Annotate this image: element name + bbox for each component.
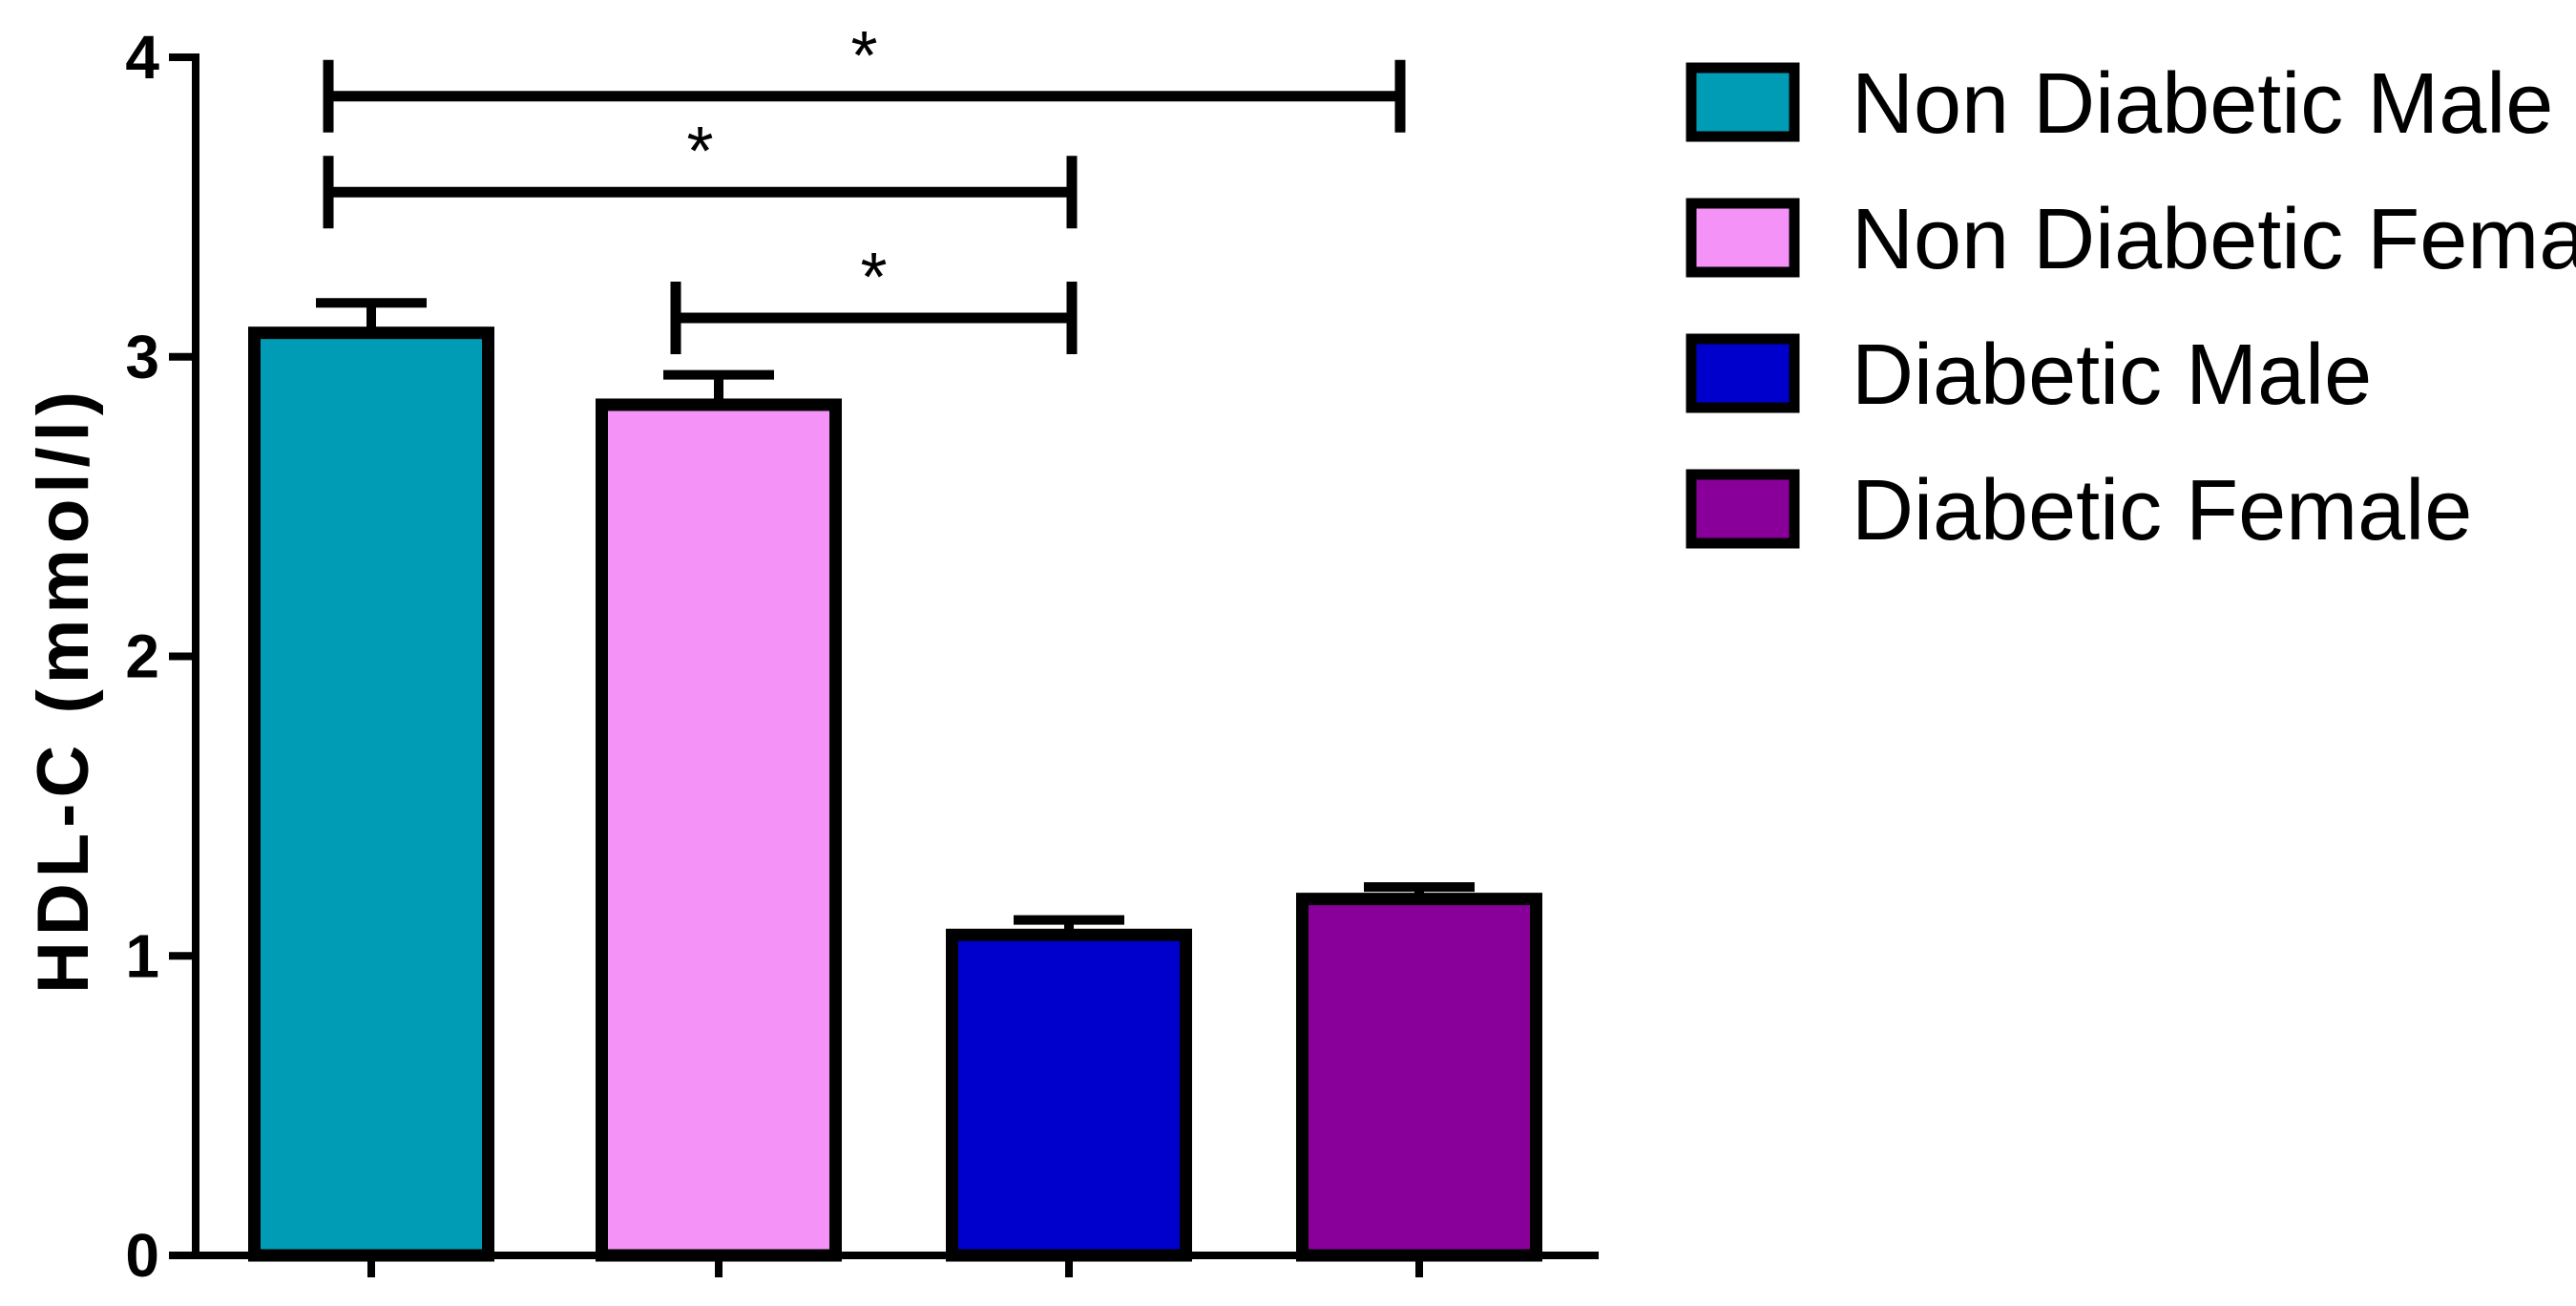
y-tick-label: 0: [125, 1221, 159, 1290]
bar-diabetic-male: [946, 928, 1192, 1262]
significance-label: *: [686, 114, 713, 190]
y-axis-title: HDL-C (mmol/l): [23, 386, 104, 994]
legend-label: Non Diabetic Male: [1852, 56, 2553, 152]
bars: [248, 298, 1542, 1262]
y-tick-label: 1: [125, 921, 159, 990]
legend-swatch: [1686, 469, 1800, 549]
y-tick-label: 4: [125, 23, 159, 92]
significance-brackets: * * *: [323, 18, 1406, 354]
y-tick-label: 3: [125, 323, 159, 391]
legend-swatch: [1686, 198, 1800, 278]
y-axis: 0 1 2 3 4: [125, 23, 199, 1290]
bar-non-diabetic-male: [248, 326, 494, 1262]
legend-swatch: [1686, 333, 1800, 413]
legend-swatch: [1686, 62, 1800, 142]
significance-label: *: [860, 240, 887, 316]
bar-diabetic-female: [1296, 893, 1542, 1262]
y-tick-label: 2: [125, 622, 159, 691]
legend-label: Non Diabetic Female: [1852, 192, 2576, 287]
legend-label: Diabetic Female: [1852, 463, 2472, 558]
bar-non-diabetic-female: [596, 398, 842, 1262]
significance-label: *: [850, 18, 877, 95]
legend-label: Diabetic Male: [1852, 327, 2372, 423]
legend: Non Diabetic Male Non Diabetic Female Diab…: [1686, 56, 2576, 558]
